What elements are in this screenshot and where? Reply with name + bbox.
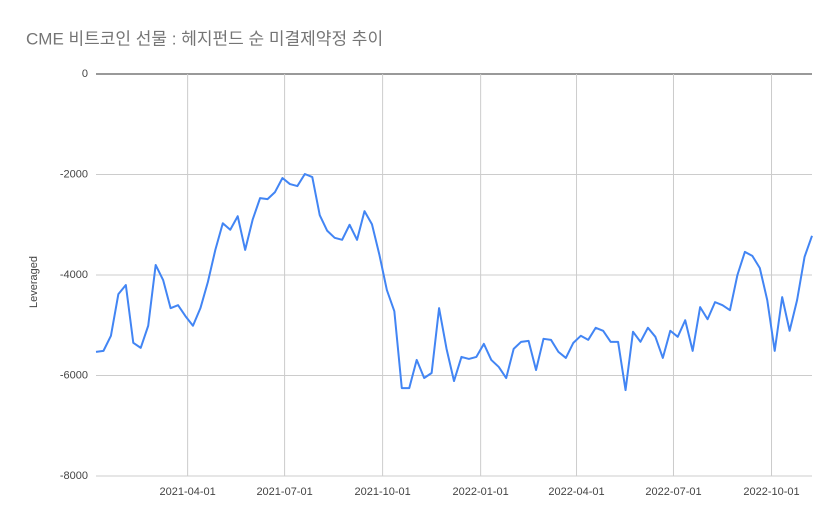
y-tick-label: 0 (82, 68, 88, 80)
y-tick-label: -8000 (60, 470, 88, 482)
x-tick-label: 2022-04-01 (548, 486, 604, 498)
y-axis-label: Leveraged (28, 256, 40, 308)
x-tick-label: 2021-10-01 (354, 486, 410, 498)
y-tick-label: -2000 (60, 168, 88, 180)
x-tick-label: 2021-07-01 (256, 486, 312, 498)
x-tick-label: 2022-01-01 (452, 486, 508, 498)
chart-title: CME 비트코인 선물 : 헤지펀드 순 미결제약정 추이 (26, 29, 383, 48)
y-tick-label: -4000 (60, 269, 88, 281)
data-line (95, 172, 813, 392)
x-tick-label: 2022-10-01 (743, 486, 799, 498)
x-tick-label: 2022-07-01 (645, 486, 701, 498)
y-tick-label: -6000 (60, 369, 88, 381)
x-tick-label: 2021-04-01 (159, 486, 215, 498)
